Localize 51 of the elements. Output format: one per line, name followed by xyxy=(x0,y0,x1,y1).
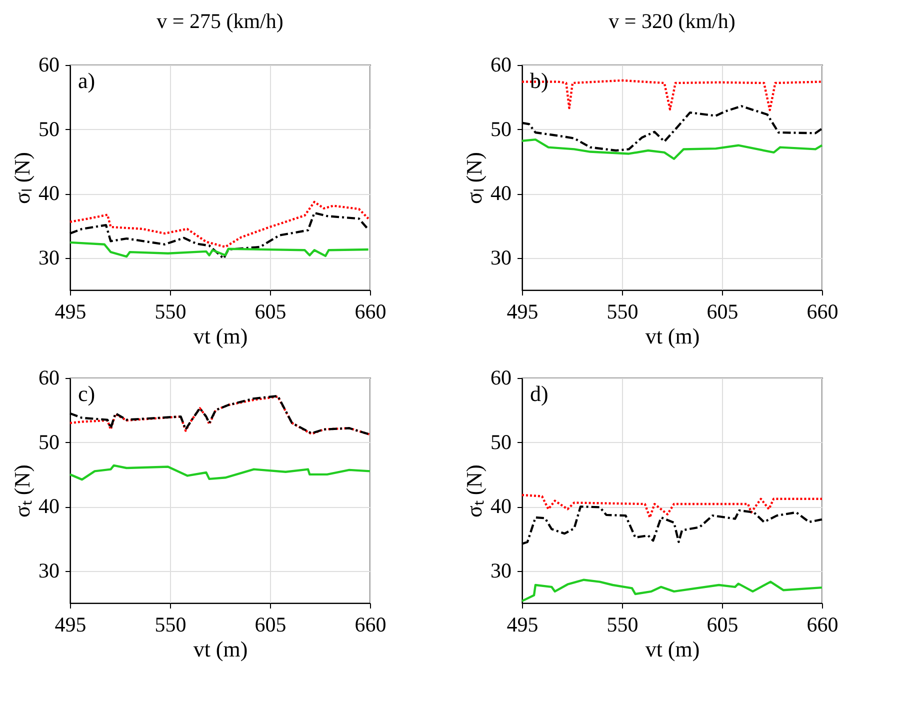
x-tick-label: 605 xyxy=(254,300,286,324)
y-tick-label: 30 xyxy=(490,245,512,270)
y-tick-label: 50 xyxy=(490,430,512,454)
x-tick-label: 605 xyxy=(254,612,286,636)
y-axis-title: σₜ (N) xyxy=(10,464,34,518)
annotation: b) xyxy=(530,68,548,93)
y-tick-label: 60 xyxy=(490,366,512,390)
annotation: c) xyxy=(78,381,96,406)
y-tick-label: 50 xyxy=(38,116,60,141)
y-tick-label: 60 xyxy=(38,52,60,76)
x-tick-label: 495 xyxy=(54,612,86,636)
x-tick-label: 605 xyxy=(706,300,738,324)
chart-title: v = 275 (km/h) xyxy=(156,9,284,33)
y-axis-title: σₗ (N) xyxy=(462,152,486,204)
x-tick-label: 550 xyxy=(606,612,638,636)
y-tick-label: 30 xyxy=(38,245,60,270)
y-tick-label: 40 xyxy=(38,181,60,206)
y-tick-label: 40 xyxy=(490,494,512,518)
line-series xyxy=(68,464,372,481)
y-tick-label: 30 xyxy=(490,558,512,582)
line-series xyxy=(68,241,370,258)
y-tick-label: 50 xyxy=(38,430,60,454)
x-tick-label: 495 xyxy=(506,612,538,636)
x-tick-label: 660 xyxy=(806,612,838,636)
line-series xyxy=(520,494,824,519)
x-axis-title: vt (m) xyxy=(193,636,248,662)
x-tick-label: 660 xyxy=(354,300,386,324)
x-tick-label: 495 xyxy=(54,300,86,324)
x-tick-label: 660 xyxy=(806,300,838,324)
y-tick-label: 60 xyxy=(490,52,512,76)
x-tick-label: 605 xyxy=(706,612,738,636)
y-tick-label: 30 xyxy=(38,558,60,582)
x-tick-label: 550 xyxy=(154,612,186,636)
x-tick-label: 495 xyxy=(506,300,538,324)
y-tick-label: 40 xyxy=(490,181,512,206)
y-tick-label: 50 xyxy=(490,116,512,141)
x-axis-title: vt (m) xyxy=(645,324,700,348)
y-tick-label: 40 xyxy=(38,494,60,518)
x-axis-title: vt (m) xyxy=(193,324,248,348)
y-tick-label: 60 xyxy=(38,366,60,390)
x-tick-label: 550 xyxy=(606,300,638,324)
x-axis-title: vt (m) xyxy=(645,636,700,662)
line-series xyxy=(68,200,370,248)
y-axis-title: σₗ (N) xyxy=(10,152,34,204)
x-tick-label: 550 xyxy=(154,300,186,324)
annotation: a) xyxy=(78,68,96,93)
line-series xyxy=(520,138,824,160)
chart-title: v = 320 (km/h) xyxy=(608,9,736,33)
annotation: d) xyxy=(530,381,548,406)
x-tick-label: 660 xyxy=(354,612,386,636)
y-axis-title: σₜ (N) xyxy=(462,464,486,518)
